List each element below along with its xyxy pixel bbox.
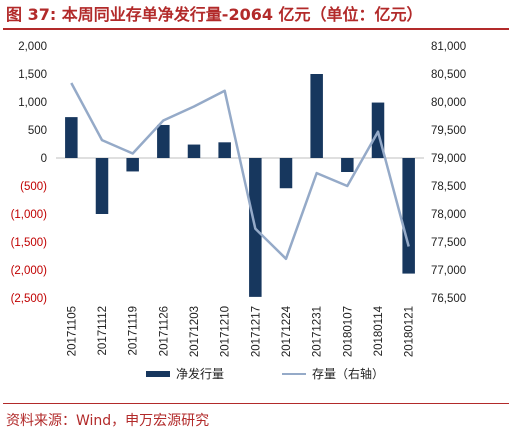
x-tick-label: 20171210	[220, 306, 232, 357]
legend: 净发行量 存量（右轴）	[146, 365, 384, 382]
line-series	[70, 82, 410, 261]
legend-item-net-issuance: 净发行量	[146, 365, 224, 382]
x-tick-label: 20171126	[158, 306, 170, 356]
left-tick-label: (500)	[20, 181, 47, 193]
left-tick-label: 1,000	[18, 97, 47, 109]
x-tick-label: 20171119	[128, 306, 140, 355]
bar	[65, 117, 78, 158]
legend-bar-swatch	[146, 370, 170, 377]
bar-series	[65, 74, 415, 297]
source-note: 资料来源：Wind，申万宏源研究	[6, 413, 210, 429]
left-tick-label: 2,000	[18, 41, 47, 53]
bar	[218, 142, 231, 158]
legend-item-outstanding: 存量（右轴）	[282, 365, 384, 382]
x-tick-label: 20171105	[66, 306, 78, 356]
left-tick-label: (2,500)	[11, 293, 48, 305]
bar	[126, 158, 139, 172]
left-tick-label: (1,500)	[11, 237, 48, 249]
footer-rule	[3, 403, 509, 404]
right-tick-label: 78,500	[431, 181, 466, 193]
x-tick-label: 20171231	[312, 306, 324, 357]
right-tick-label: 81,000	[431, 41, 466, 53]
outstanding-line	[70, 82, 410, 261]
left-axis: 2,000 1,500 1,000 500 0 (500) (1,000) (1,500) (2…	[11, 41, 48, 305]
x-tick-label: 20180114	[373, 305, 385, 356]
x-tick-label: 20171224	[281, 305, 293, 357]
right-tick-label: 79,500	[431, 125, 466, 137]
left-tick-label: 500	[28, 125, 47, 137]
right-tick-label: 79,000	[431, 153, 466, 165]
right-tick-label: 77,000	[431, 265, 466, 277]
right-tick-label: 77,500	[431, 237, 466, 249]
x-tick-label: 20180107	[342, 306, 354, 357]
bar	[279, 158, 293, 189]
left-tick-label: 0	[41, 153, 47, 165]
left-tick-label: 1,500	[18, 69, 47, 81]
bar	[95, 158, 109, 214]
bar	[402, 158, 415, 274]
x-tick-label: 20171112	[97, 306, 109, 355]
x-axis: 20171105 20171112 20171119 20171126 20171203…	[66, 305, 415, 357]
left-tick-label: (1,000)	[11, 209, 48, 221]
left-tick-label: (2,000)	[11, 265, 48, 277]
chart-title: 图 37: 本周同业存单净发行量-2064 亿元（单位：亿元）	[6, 5, 423, 24]
x-tick-label: 20180121	[404, 306, 416, 357]
title-rule	[3, 28, 509, 30]
bar	[341, 158, 354, 172]
bar	[187, 144, 201, 158]
legend-label-outstanding: 存量（右轴）	[312, 367, 385, 381]
legend-line-swatch	[282, 372, 307, 375]
legend-label-net-issuance: 净发行量	[176, 367, 225, 381]
bar	[310, 74, 323, 158]
right-tick-label: 80,500	[431, 69, 466, 81]
right-tick-label: 78,000	[431, 209, 466, 221]
right-tick-label: 76,500	[431, 293, 466, 305]
x-tick-label: 20171217	[250, 306, 262, 357]
right-axis: 81,000 80,500 80,000 79,500 79,000 78,500 78,0…	[431, 41, 466, 305]
right-tick-label: 80,000	[431, 97, 466, 109]
bar	[157, 124, 170, 158]
x-tick-label: 20171203	[189, 306, 201, 357]
